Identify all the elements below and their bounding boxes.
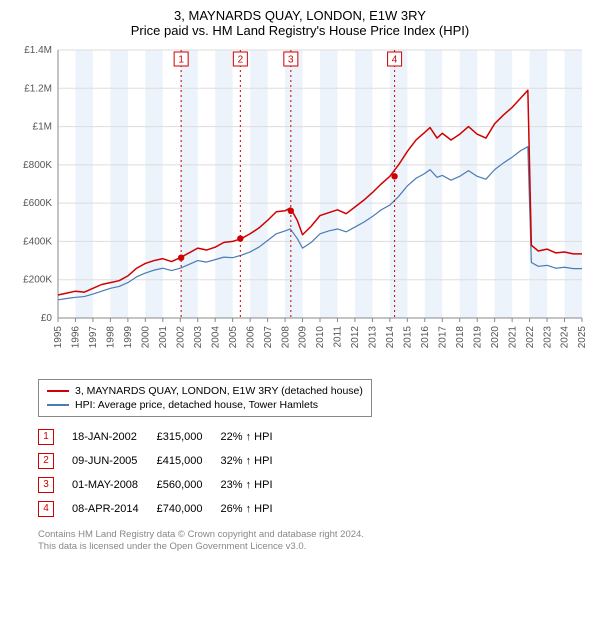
svg-text:2004: 2004 xyxy=(210,326,221,349)
svg-text:2001: 2001 xyxy=(158,326,169,349)
transaction-row: 3 01-MAY-2008£560,00023% ↑ HPI xyxy=(38,473,291,497)
transactions-table: 1 18-JAN-2002£315,00022% ↑ HPI 2 09-JUN-200… xyxy=(38,425,291,521)
svg-text:1996: 1996 xyxy=(71,326,82,349)
legend-swatch xyxy=(47,404,69,406)
svg-text:2009: 2009 xyxy=(298,326,309,349)
hpi-cell: 32% ↑ HPI xyxy=(221,449,291,473)
svg-text:1998: 1998 xyxy=(106,326,117,349)
svg-text:2007: 2007 xyxy=(263,326,274,349)
svg-text:£400K: £400K xyxy=(23,236,52,247)
legend-label: HPI: Average price, detached house, Towe… xyxy=(75,399,318,411)
legend-label: 3, MAYNARDS QUAY, LONDON, E1W 3RY (detac… xyxy=(75,385,363,397)
svg-text:1997: 1997 xyxy=(88,326,99,349)
legend-row: HPI: Average price, detached house, Towe… xyxy=(47,398,363,412)
svg-text:£1M: £1M xyxy=(33,122,52,133)
transaction-row: 1 18-JAN-2002£315,00022% ↑ HPI xyxy=(38,425,291,449)
svg-text:£600K: £600K xyxy=(23,198,52,209)
svg-text:2014: 2014 xyxy=(385,326,396,349)
transaction-marker: 1 xyxy=(38,429,54,445)
price-cell: £315,000 xyxy=(157,425,221,449)
hpi-cell: 26% ↑ HPI xyxy=(221,497,291,521)
date-cell: 18-JAN-2002 xyxy=(72,425,157,449)
price-chart: £0 £200K £400K £600K £800K £1M £1.2M £1.4M 1995 1… xyxy=(8,44,592,364)
svg-text:2011: 2011 xyxy=(333,326,344,348)
legend: 3, MAYNARDS QUAY, LONDON, E1W 3RY (detac… xyxy=(38,379,372,417)
svg-text:1: 1 xyxy=(178,55,184,66)
title-line-2: Price paid vs. HM Land Registry's House … xyxy=(8,23,592,38)
svg-text:£200K: £200K xyxy=(23,275,52,286)
svg-text:2008: 2008 xyxy=(280,326,291,349)
date-cell: 09-JUN-2005 xyxy=(72,449,157,473)
svg-text:2019: 2019 xyxy=(472,326,483,349)
price-cell: £415,000 xyxy=(157,449,221,473)
marker-cell: 3 xyxy=(38,473,72,497)
svg-text:2003: 2003 xyxy=(193,326,204,349)
svg-text:£1.4M: £1.4M xyxy=(24,45,52,56)
svg-text:2018: 2018 xyxy=(455,326,466,349)
transaction-marker: 2 xyxy=(38,453,54,469)
svg-text:2005: 2005 xyxy=(228,326,239,349)
chart-title: 3, MAYNARDS QUAY, LONDON, E1W 3RY Price … xyxy=(8,8,592,38)
transaction-marker: 4 xyxy=(38,501,54,517)
svg-text:2024: 2024 xyxy=(560,326,571,349)
svg-text:2015: 2015 xyxy=(403,326,414,349)
legend-swatch xyxy=(47,390,69,392)
svg-text:1999: 1999 xyxy=(123,326,134,349)
chart-area: £0 £200K £400K £600K £800K £1M £1.2M £1.4M 1995 1… xyxy=(8,44,592,369)
svg-text:4: 4 xyxy=(392,55,398,66)
title-line-1: 3, MAYNARDS QUAY, LONDON, E1W 3RY xyxy=(8,8,592,23)
svg-text:£0: £0 xyxy=(41,313,53,324)
price-cell: £560,000 xyxy=(157,473,221,497)
marker-cell: 1 xyxy=(38,425,72,449)
attribution-line-2: This data is licensed under the Open Gov… xyxy=(38,541,592,553)
svg-text:3: 3 xyxy=(288,55,294,66)
svg-text:2017: 2017 xyxy=(437,326,448,349)
attribution-line-1: Contains HM Land Registry data © Crown c… xyxy=(38,529,592,541)
legend-row: 3, MAYNARDS QUAY, LONDON, E1W 3RY (detac… xyxy=(47,384,363,398)
svg-text:2006: 2006 xyxy=(245,326,256,349)
svg-text:2020: 2020 xyxy=(490,326,501,349)
price-cell: £740,000 xyxy=(157,497,221,521)
svg-text:2023: 2023 xyxy=(542,326,553,349)
svg-text:2013: 2013 xyxy=(368,326,379,349)
attribution: Contains HM Land Registry data © Crown c… xyxy=(38,529,592,553)
marker-cell: 4 xyxy=(38,497,72,521)
date-cell: 01-MAY-2008 xyxy=(72,473,157,497)
svg-text:2002: 2002 xyxy=(175,326,186,349)
transaction-marker: 3 xyxy=(38,477,54,493)
transaction-row: 4 08-APR-2014£740,00026% ↑ HPI xyxy=(38,497,291,521)
svg-text:2016: 2016 xyxy=(420,326,431,349)
svg-text:£800K: £800K xyxy=(23,160,52,171)
svg-text:1995: 1995 xyxy=(53,326,64,349)
svg-text:2022: 2022 xyxy=(525,326,536,349)
svg-text:2: 2 xyxy=(238,55,244,66)
svg-text:2012: 2012 xyxy=(350,326,361,349)
marker-cell: 2 xyxy=(38,449,72,473)
svg-text:£1.2M: £1.2M xyxy=(24,83,52,94)
svg-text:2021: 2021 xyxy=(507,326,518,349)
date-cell: 08-APR-2014 xyxy=(72,497,157,521)
svg-text:2025: 2025 xyxy=(577,326,588,349)
transaction-row: 2 09-JUN-2005£415,00032% ↑ HPI xyxy=(38,449,291,473)
hpi-cell: 22% ↑ HPI xyxy=(221,425,291,449)
hpi-cell: 23% ↑ HPI xyxy=(221,473,291,497)
svg-text:2000: 2000 xyxy=(141,326,152,349)
svg-text:2010: 2010 xyxy=(315,326,326,349)
